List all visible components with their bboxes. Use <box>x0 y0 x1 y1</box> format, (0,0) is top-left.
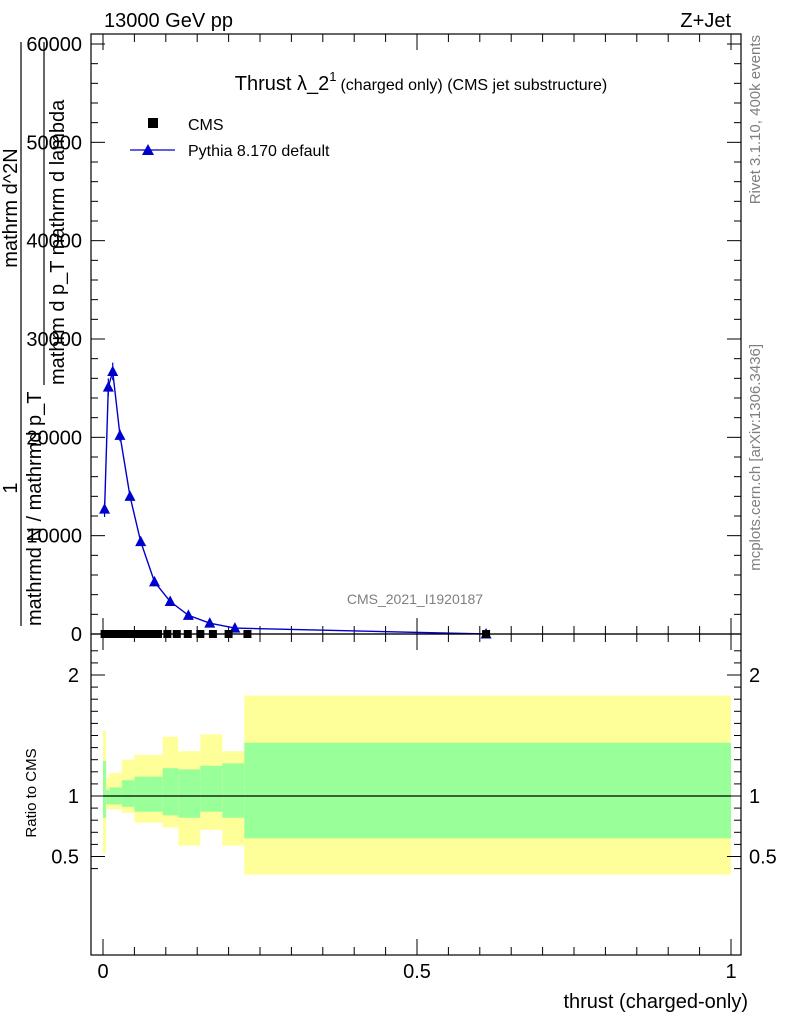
green-band-bin <box>146 776 163 812</box>
green-band-bin <box>134 776 147 812</box>
ratio-y-tick-label: 0.5 <box>51 847 79 869</box>
ratio-y-tick-label: 1 <box>68 786 79 808</box>
main-y-tick-label: 50000 <box>26 132 82 154</box>
ratio-y-tick-label: 2 <box>68 665 79 687</box>
plot-title-small: (charged only) (CMS jet substructure) <box>340 77 607 94</box>
rivet-version-label: Rivet 3.1.10, 400k events <box>747 35 764 204</box>
ratio-y-tick-label-right: 1 <box>749 786 760 808</box>
ylabel2-denominator: mathrm d p_T mathrm d lambda <box>47 99 69 385</box>
pythia-data-point <box>229 622 241 633</box>
header-process-label: Z+Jet <box>680 10 731 32</box>
green-band-bin <box>200 765 223 812</box>
main-y-tick-label: 20000 <box>26 427 82 449</box>
pythia-data-point <box>124 490 136 501</box>
main-y-tick-label: 60000 <box>26 34 82 56</box>
main-plot: 0 10000 20000 30000 40000 50000 60000 <box>26 33 742 646</box>
pythia-data-point <box>107 365 119 376</box>
analysis-watermark: CMS_2021_I1920187 <box>347 591 483 607</box>
pythia-data-point <box>99 503 111 514</box>
header-energy-label: 13000 GeV pp <box>104 10 233 32</box>
main-y-tick-label: 40000 <box>26 231 82 253</box>
green-band-bin <box>106 789 110 805</box>
ratio-y-tick-label-right: 0.5 <box>749 847 777 869</box>
pythia-data-point <box>148 575 160 587</box>
ylabel-numerator: 1 <box>0 482 22 493</box>
x-tick-label: 0.5 <box>403 961 431 983</box>
legend-label-cms: CMS <box>188 117 224 134</box>
main-y-tick-label: 0 <box>71 624 82 646</box>
x-tick-label: 1 <box>725 961 736 983</box>
ylabel-denominator: mathrmd N / mathrmd p_T <box>24 391 46 626</box>
ratio-y-axis-label: Ratio to CMS <box>23 748 40 837</box>
ylabel2-numerator: mathrm d^2N <box>0 148 22 267</box>
legend-marker-cms <box>148 118 158 128</box>
pythia-data-point <box>135 535 147 547</box>
plot-title-sup: 1 <box>329 69 336 84</box>
green-band-bin <box>121 780 135 807</box>
legend: CMS Pythia 8.170 default <box>130 117 330 160</box>
main-y-tick-label: 10000 <box>26 526 82 548</box>
pythia-data-point <box>164 595 176 607</box>
x-axis-label: thrust (charged-only) <box>563 991 748 1013</box>
ratio-plot: 0 0.5 1 0.5 0.5 1 1 2 2 <box>51 633 777 983</box>
x-tick-label: 0 <box>97 961 108 983</box>
main-y-tick-label: 30000 <box>26 329 82 351</box>
pythia-data-point <box>182 609 194 620</box>
legend-label-pythia: Pythia 8.170 default <box>188 143 330 160</box>
pythia-data-point <box>114 429 126 440</box>
green-band-bin <box>222 763 245 818</box>
mcplots-label: mcplots.cern.ch [arXiv:1306.3436] <box>747 344 764 571</box>
green-band-bin <box>244 742 732 839</box>
legend-marker-pythia <box>142 144 154 155</box>
ratio-plot-frame <box>90 633 742 956</box>
pythia-data-point <box>204 617 216 628</box>
plot-title: Thrust λ_21 (charged only) (CMS jet subst… <box>235 69 607 95</box>
green-band-bin <box>162 768 179 816</box>
green-band-bin <box>178 769 201 818</box>
ratio-y-tick-label-right: 2 <box>749 665 760 687</box>
main-y-axis-label: 1 mathrmd N / mathrmd p_T mathrm d^2N ma… <box>0 42 69 626</box>
plot-title-main: Thrust λ_2 <box>235 73 329 95</box>
green-band-bin <box>103 760 107 818</box>
pythia-data-point <box>102 381 114 392</box>
